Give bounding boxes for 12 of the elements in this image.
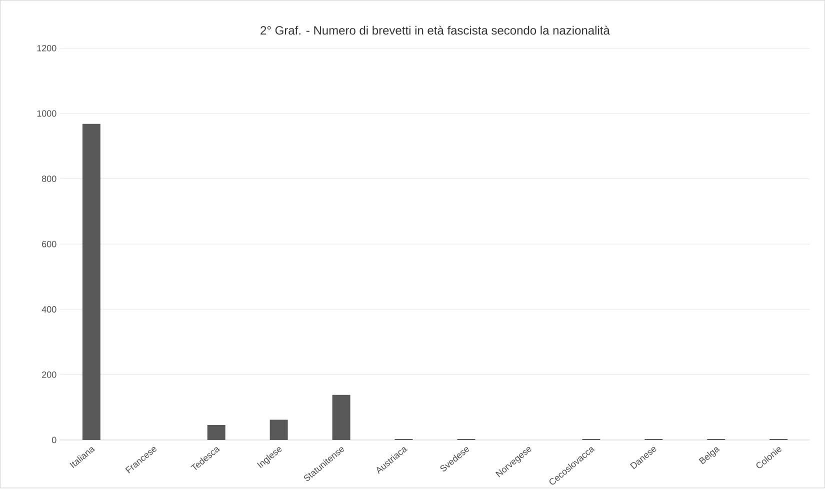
y-tick-label: 0 [52,436,56,444]
chart-title: 2° Graf. - Numero di brevetti in età fascista secondo la nazionalità [260,26,610,35]
y-tick-label: 1000 [37,110,56,117]
y-tick-label: 200 [42,372,56,378]
bar [332,395,350,440]
y-tick-label: 600 [42,241,56,248]
bar [270,420,288,440]
bar [82,124,100,440]
bar [207,425,226,440]
y-tick-label: 1200 [37,45,56,52]
y-tick-label: 800 [42,176,56,182]
y-tick-label: 400 [42,306,56,313]
